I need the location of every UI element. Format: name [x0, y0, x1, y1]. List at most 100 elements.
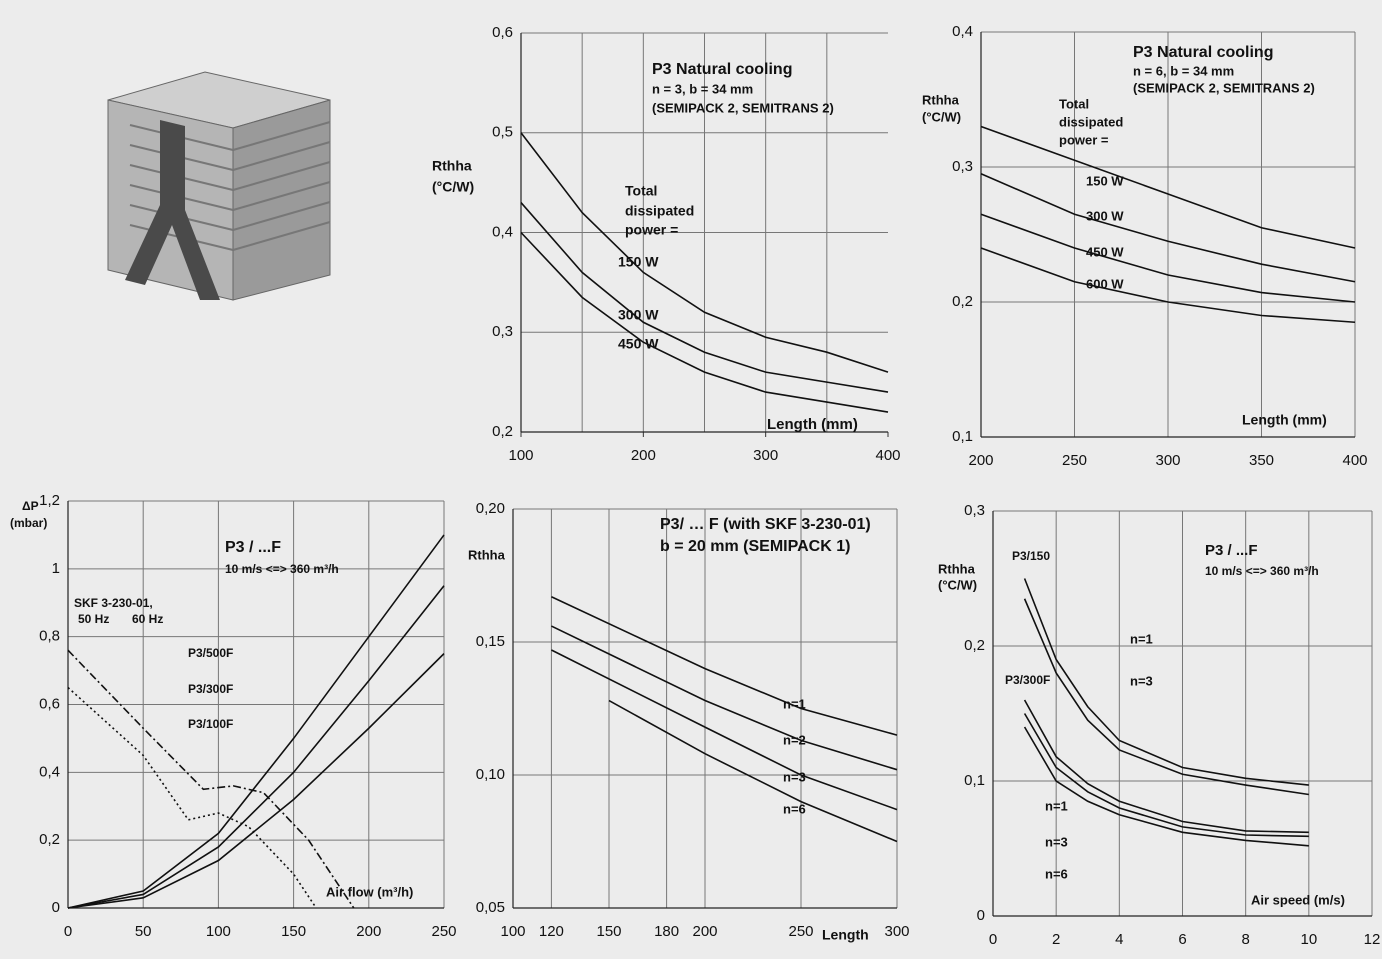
- y-tick-label: 0,05: [476, 899, 505, 916]
- x-tick-label: 150: [281, 923, 306, 940]
- y-tick-label: 0,8: [39, 628, 60, 645]
- series-label: P3/500F: [188, 646, 233, 660]
- x-tick-label: 200: [631, 447, 656, 464]
- x-tick-label: 50: [135, 923, 152, 940]
- y-axis-label: Rthha: [922, 92, 960, 107]
- y-tick-label: 0,4: [952, 23, 973, 40]
- x-tick-label: 0: [989, 931, 997, 948]
- y-tick-label: 0,3: [492, 323, 513, 340]
- series-label: 300 W: [618, 307, 659, 323]
- chart-subtitle: 10 m/s <=> 360 m³/h: [1205, 564, 1319, 578]
- y-tick-label: 0,20: [476, 500, 505, 517]
- series-label: n=6: [1045, 866, 1068, 881]
- series-label: n=3: [1130, 673, 1153, 688]
- annotation: Total: [1059, 96, 1089, 111]
- x-tick-label: 100: [206, 923, 231, 940]
- series-label: 450 W: [618, 336, 659, 352]
- annotation: power =: [1059, 132, 1109, 147]
- y-tick-label: 1: [52, 560, 60, 577]
- annotation: SKF 3-230-01,: [74, 596, 153, 610]
- chart-subtitle: n = 3, b = 34 mm: [652, 81, 753, 96]
- y-tick-label: 0,4: [492, 223, 513, 240]
- x-tick-label: 250: [431, 923, 456, 940]
- y-tick-label: 0,4: [39, 763, 60, 780]
- series-label: n=3: [783, 769, 806, 784]
- heatsink-illustration: [108, 72, 330, 300]
- y-axis-label: (°C/W): [922, 109, 961, 124]
- series-label: 60 Hz: [132, 612, 163, 626]
- x-axis-label: Air flow (m³/h): [326, 884, 413, 899]
- y-tick-label: 0: [52, 899, 60, 916]
- series-label: 450 W: [1086, 244, 1124, 259]
- series-label: n=3: [1045, 834, 1068, 849]
- x-tick-label: 200: [356, 923, 381, 940]
- annotation: P3/300F: [1005, 673, 1050, 687]
- series-label: n=1: [1045, 798, 1068, 813]
- series-label: 600 W: [1086, 276, 1124, 291]
- x-axis-label: Length (mm): [767, 416, 858, 433]
- x-tick-label: 180: [654, 923, 679, 940]
- y-tick-label: 0,15: [476, 633, 505, 650]
- x-tick-label: 300: [884, 923, 909, 940]
- x-tick-label: 400: [1342, 452, 1367, 469]
- x-tick-label: 2: [1052, 931, 1060, 948]
- x-tick-label: 100: [508, 447, 533, 464]
- x-tick-label: 400: [875, 447, 900, 464]
- series-label: 150 W: [618, 254, 659, 270]
- series-label: n=6: [783, 801, 806, 816]
- x-tick-label: 8: [1241, 931, 1249, 948]
- series-label: 300 W: [1086, 208, 1124, 223]
- x-tick-label: 350: [1249, 452, 1274, 469]
- y-tick-label: 0,6: [39, 695, 60, 712]
- chart-subtitle: (SEMIPACK 2, SEMITRANS 2): [1133, 80, 1315, 95]
- y-tick-label: 0,2: [39, 831, 60, 848]
- y-tick-label: 0,2: [492, 423, 513, 440]
- x-tick-label: 250: [788, 923, 813, 940]
- y-axis-label: (mbar): [10, 516, 47, 530]
- x-tick-label: 150: [596, 923, 621, 940]
- y-tick-label: 1,2: [39, 492, 60, 509]
- chart-title: P3 Natural cooling: [652, 61, 792, 78]
- y-tick-label: 0,3: [964, 502, 985, 519]
- chart-subtitle: b = 20 mm (SEMIPACK 1): [660, 538, 850, 555]
- y-tick-label: 0,1: [964, 772, 985, 789]
- x-tick-label: 0: [64, 923, 72, 940]
- x-tick-label: 200: [692, 923, 717, 940]
- x-tick-label: 100: [500, 923, 525, 940]
- chart-subtitle: n = 6, b = 34 mm: [1133, 63, 1234, 78]
- y-axis-label: Rthha: [938, 561, 976, 576]
- y-axis-label: (°C/W): [432, 179, 474, 195]
- x-tick-label: 250: [1062, 452, 1087, 469]
- figure: 0,20,30,40,50,6100200300400150 W300 W450…: [0, 0, 1382, 959]
- chart-subtitle: (SEMIPACK 2, SEMITRANS 2): [652, 100, 834, 115]
- x-tick-label: 300: [1155, 452, 1180, 469]
- y-axis-label: (°C/W): [938, 577, 977, 592]
- series-label: P3/100F: [188, 717, 233, 731]
- y-tick-label: 0,6: [492, 24, 513, 41]
- y-tick-label: 0,2: [964, 637, 985, 654]
- annotation: power =: [625, 222, 678, 238]
- annotation: dissipated: [1059, 114, 1123, 129]
- chart-title: P3 / ...F: [225, 539, 281, 556]
- chart-title: P3 Natural cooling: [1133, 44, 1273, 61]
- series-label: 50 Hz: [78, 612, 109, 626]
- series-label: n=1: [783, 696, 806, 711]
- y-tick-label: 0,5: [492, 124, 513, 141]
- series-label: 150 W: [1086, 173, 1124, 188]
- series-label: n=1: [1130, 631, 1153, 646]
- y-tick-label: 0: [977, 907, 985, 924]
- x-axis-label: Air speed (m/s): [1251, 892, 1345, 907]
- x-axis-label: Length: [822, 927, 869, 943]
- x-axis-label: Length (mm): [1242, 412, 1327, 428]
- x-tick-label: 10: [1300, 931, 1317, 948]
- x-tick-label: 6: [1178, 931, 1186, 948]
- y-tick-label: 0,2: [952, 293, 973, 310]
- x-tick-label: 12: [1364, 931, 1381, 948]
- y-axis-label: Rthha: [432, 158, 472, 174]
- x-tick-label: 120: [539, 923, 564, 940]
- annotation: Total: [625, 183, 657, 199]
- annotation: P3/150: [1012, 549, 1050, 563]
- y-tick-label: 0,3: [952, 158, 973, 175]
- annotation: dissipated: [625, 203, 694, 219]
- chart-title: P3 / ...F: [1205, 542, 1258, 559]
